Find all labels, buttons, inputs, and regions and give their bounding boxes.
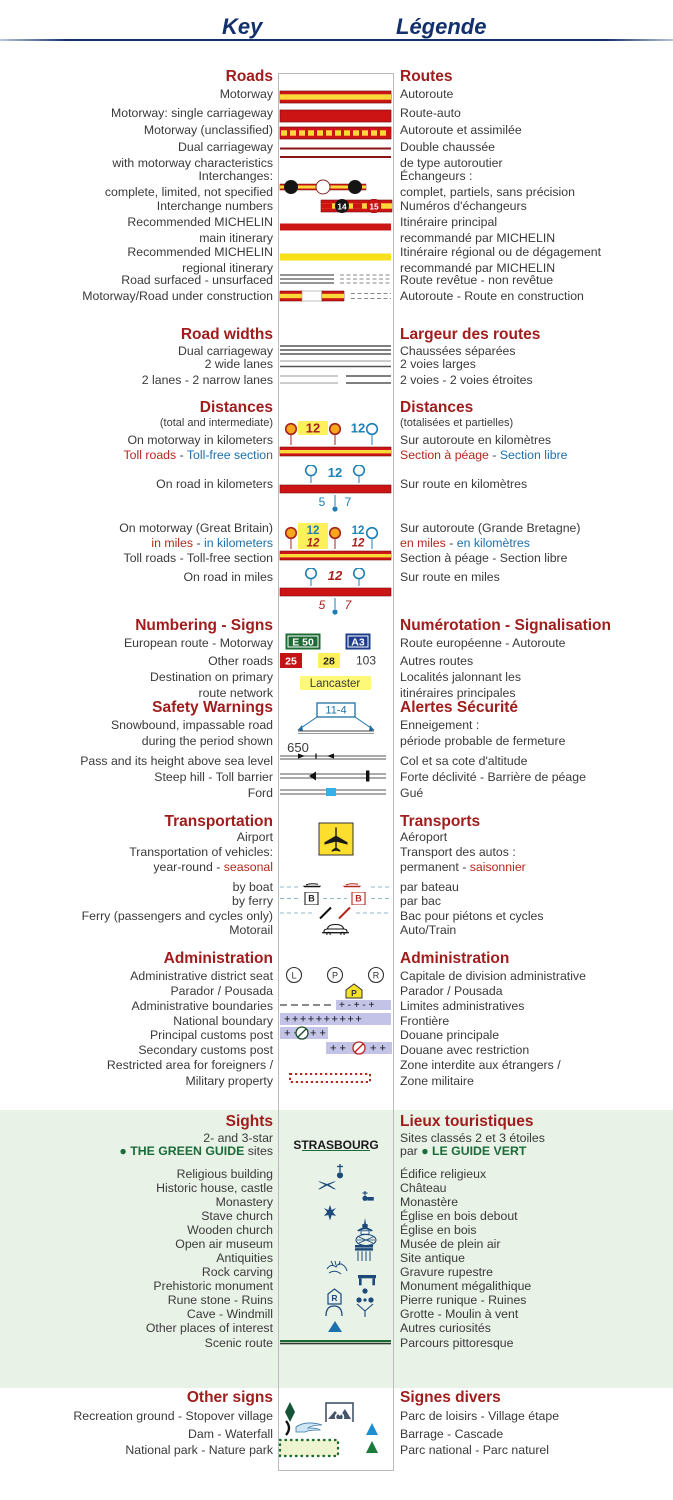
svg-text:28: 28	[323, 655, 335, 667]
svg-text:103: 103	[356, 654, 376, 668]
svg-text:E 50: E 50	[292, 636, 314, 648]
svg-text:5: 5	[319, 495, 326, 509]
svg-text:B: B	[355, 894, 362, 904]
svg-text:P: P	[332, 970, 338, 980]
svg-text:A3: A3	[351, 636, 365, 648]
svg-text:12: 12	[328, 568, 343, 583]
svg-text:12: 12	[351, 421, 365, 436]
svg-text:R: R	[331, 1293, 337, 1303]
svg-text:12: 12	[307, 538, 320, 550]
svg-text:7: 7	[345, 495, 352, 509]
svg-text:+ - + - +: + - + - +	[339, 1000, 374, 1010]
svg-text:12: 12	[307, 525, 320, 537]
svg-text:12: 12	[352, 538, 365, 550]
svg-text:12: 12	[352, 525, 365, 537]
svg-text:5: 5	[319, 598, 326, 612]
svg-text:25: 25	[285, 655, 297, 667]
svg-text:B: B	[308, 894, 315, 904]
svg-text:++++++++++: ++++++++++	[284, 1014, 363, 1026]
svg-text:+ +: + +	[330, 1043, 346, 1055]
svg-text:+ +: + +	[310, 1028, 326, 1040]
svg-text:12: 12	[306, 421, 320, 436]
svg-text:15: 15	[369, 201, 379, 211]
svg-text:12: 12	[328, 465, 342, 480]
svg-text:650: 650	[287, 742, 309, 755]
svg-text:7: 7	[345, 598, 353, 612]
svg-text:+ +: + +	[370, 1043, 386, 1055]
svg-text:14: 14	[337, 201, 347, 211]
svg-text:P: P	[351, 988, 357, 998]
svg-text:Lancaster: Lancaster	[310, 678, 361, 690]
svg-text:L: L	[291, 970, 296, 980]
svg-text:R: R	[373, 970, 380, 980]
svg-text:11-4: 11-4	[325, 705, 346, 717]
